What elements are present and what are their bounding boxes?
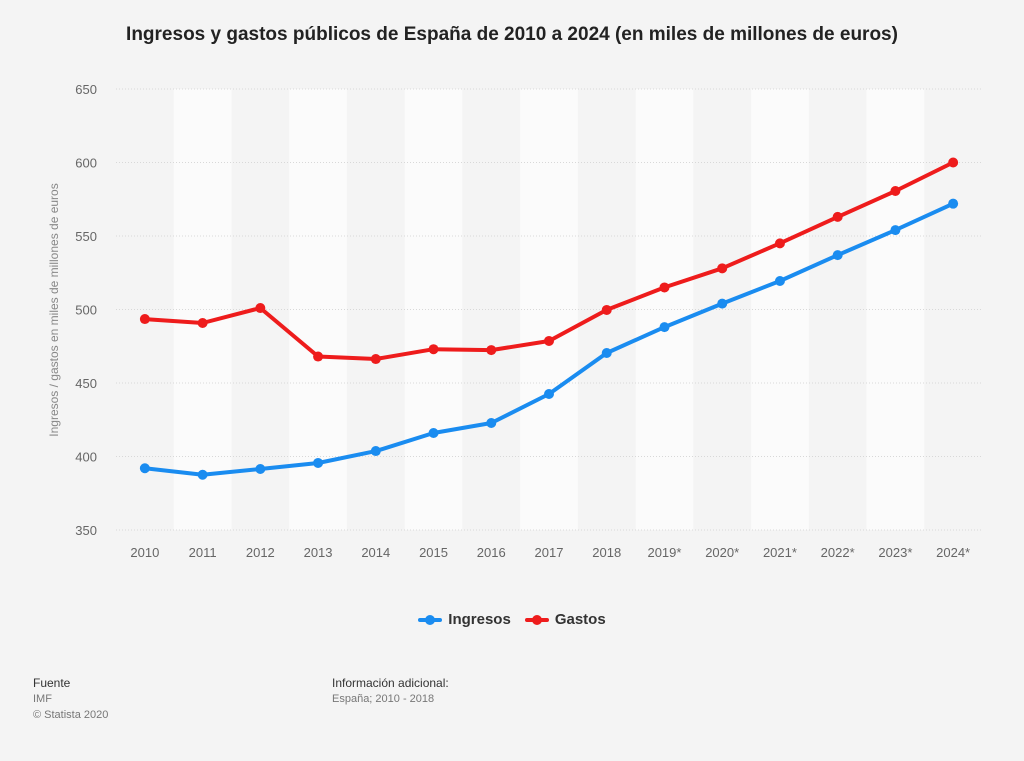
data-point-ingresos[interactable] — [486, 417, 497, 428]
y-axis-ticks: 350 400 450 500 550 600 650 — [75, 82, 97, 538]
x-tick-label: 2011 — [189, 545, 217, 560]
x-tick-label: 2016 — [477, 545, 506, 560]
legend-item-gastos[interactable]: Gastos — [524, 611, 606, 628]
data-point-gastos[interactable] — [255, 303, 266, 314]
data-point-gastos[interactable] — [486, 345, 497, 356]
series-points — [139, 157, 959, 480]
y-tick-label: 650 — [75, 82, 97, 97]
data-point-gastos[interactable] — [717, 263, 728, 274]
y-axis-label: Ingresos / gastos en miles de millones d… — [47, 183, 61, 436]
data-point-gastos[interactable] — [659, 282, 670, 293]
info-heading: Información adicional: — [332, 676, 449, 690]
x-tick-label: 2019* — [647, 545, 681, 560]
x-tick-label: 2010 — [130, 545, 159, 560]
legend: Ingresos Gastos — [0, 611, 1024, 628]
x-tick-label: 2014 — [361, 545, 390, 560]
data-point-ingresos[interactable] — [890, 225, 901, 236]
x-tick-label: 2021* — [763, 545, 797, 560]
legend-item-ingresos[interactable]: Ingresos — [418, 611, 511, 628]
data-point-gastos[interactable] — [139, 314, 150, 325]
data-point-ingresos[interactable] — [832, 250, 843, 261]
data-point-ingresos[interactable] — [370, 446, 381, 457]
x-tick-label: 2020* — [705, 545, 739, 560]
data-point-ingresos[interactable] — [428, 427, 439, 438]
data-point-gastos[interactable] — [428, 344, 439, 355]
x-tick-label: 2024* — [936, 545, 970, 560]
data-point-gastos[interactable] — [601, 304, 612, 315]
data-point-ingresos[interactable] — [139, 463, 150, 474]
data-point-ingresos[interactable] — [774, 275, 785, 286]
legend-label: Ingresos — [448, 611, 511, 628]
source-block: Fuente IMF © Statista 2020 — [33, 675, 108, 723]
data-point-gastos[interactable] — [544, 335, 554, 346]
x-tick-label: 2023* — [878, 545, 912, 560]
source-name: IMF — [33, 693, 52, 705]
data-point-ingresos[interactable] — [948, 198, 959, 209]
data-point-ingresos[interactable] — [255, 463, 266, 474]
info-block: Información adicional: España; 2010 - 20… — [332, 675, 449, 707]
y-tick-label: 350 — [75, 523, 97, 538]
data-point-ingresos[interactable] — [313, 457, 324, 468]
data-point-gastos[interactable] — [890, 186, 901, 197]
y-tick-label: 400 — [75, 450, 97, 465]
column-band — [289, 89, 347, 530]
x-tick-label: 2022* — [821, 545, 855, 560]
legend-label: Gastos — [554, 611, 606, 628]
y-tick-label: 450 — [75, 376, 97, 391]
x-tick-label: 2015 — [419, 545, 448, 560]
y-tick-label: 600 — [75, 156, 97, 171]
chart-title: Ingresos y gastos públicos de España de … — [126, 24, 898, 45]
data-point-gastos[interactable] — [832, 211, 843, 222]
data-point-ingresos[interactable] — [659, 322, 670, 333]
data-point-ingresos[interactable] — [717, 298, 728, 309]
x-tick-label: 2017 — [535, 545, 564, 560]
x-tick-label: 2013 — [304, 545, 333, 560]
y-tick-label: 500 — [75, 303, 97, 318]
y-tick-label: 550 — [75, 229, 97, 244]
data-point-ingresos[interactable] — [197, 469, 208, 480]
legend-marker-icon — [524, 612, 549, 628]
x-tick-label: 2012 — [246, 545, 275, 560]
info-text: España; 2010 - 2018 — [332, 693, 435, 705]
data-point-gastos[interactable] — [370, 354, 381, 365]
data-point-gastos[interactable] — [197, 318, 208, 329]
data-point-gastos[interactable] — [313, 351, 324, 362]
data-point-ingresos[interactable] — [601, 348, 612, 359]
legend-marker-icon — [418, 612, 443, 628]
source-heading: Fuente — [33, 676, 71, 690]
x-tick-label: 2018 — [592, 545, 621, 560]
copyright: © Statista 2020 — [33, 709, 109, 721]
data-point-gastos[interactable] — [948, 157, 959, 168]
x-axis-ticks: 2010 2011 2012 2013 2014 2015 2016 2017 2018 2019… — [130, 545, 970, 560]
data-point-ingresos[interactable] — [544, 389, 554, 400]
data-point-gastos[interactable] — [774, 238, 785, 249]
